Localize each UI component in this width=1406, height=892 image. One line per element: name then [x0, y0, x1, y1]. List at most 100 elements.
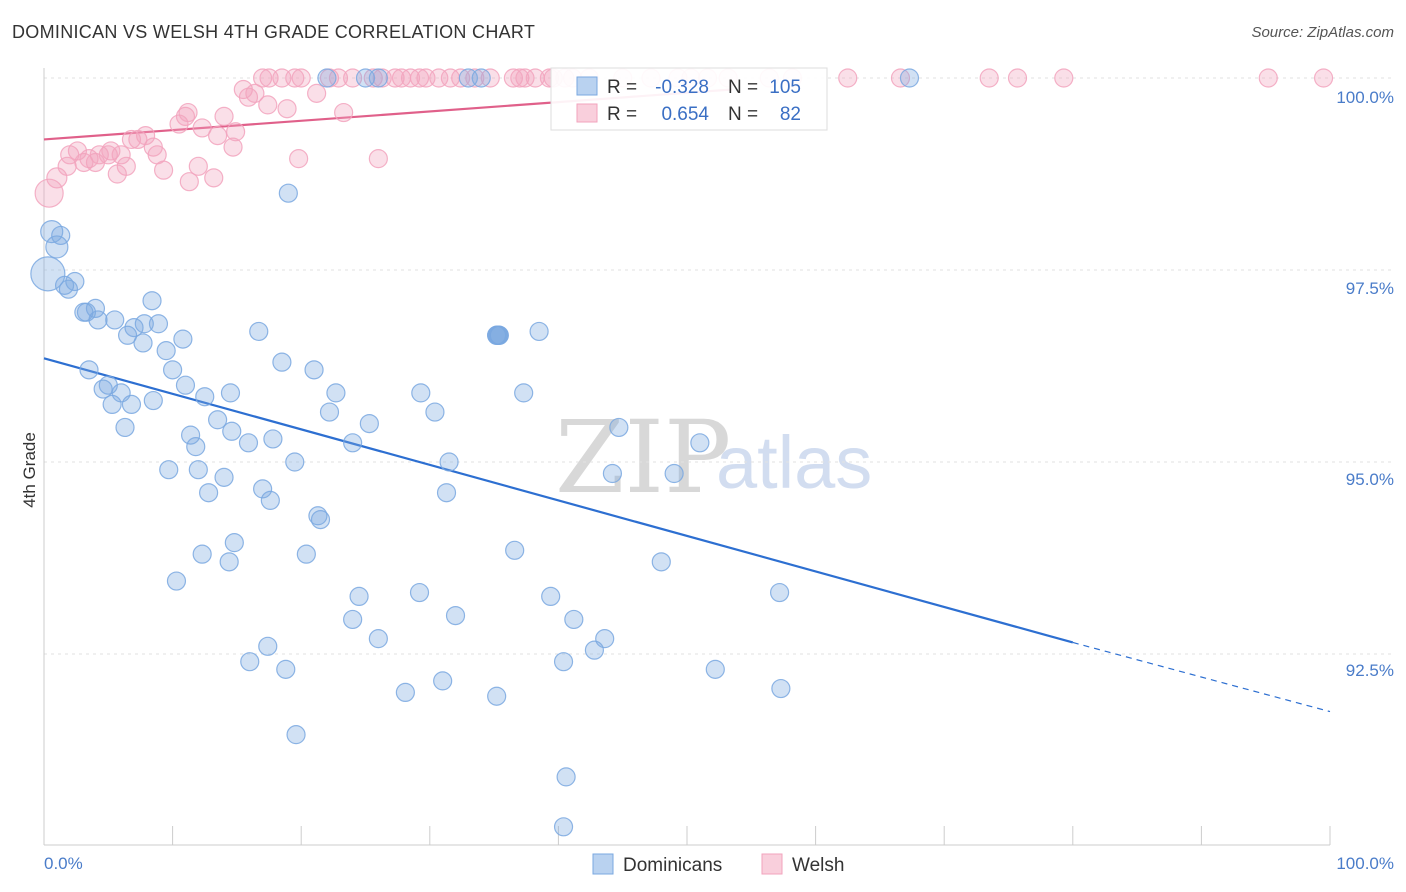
y-tick-label-100: 100.0% — [1336, 88, 1394, 107]
point-dominicans — [355, 68, 376, 88]
trend-line-dominicans-extension — [1072, 641, 1331, 713]
point-dominicans — [556, 767, 576, 787]
point-dominicans — [304, 360, 324, 380]
point-dominicans — [436, 483, 457, 503]
point-dominicans — [133, 333, 153, 353]
point-welsh — [46, 167, 68, 189]
point-dominicans — [278, 183, 298, 203]
point-dominicans — [214, 467, 234, 487]
point-dominicans — [296, 544, 316, 564]
point-dominicans — [156, 341, 176, 361]
point-welsh — [204, 168, 224, 188]
point-welsh — [289, 149, 309, 169]
point-welsh — [465, 68, 485, 88]
point-welsh — [153, 160, 174, 180]
stats-swatch-welsh — [576, 103, 598, 123]
point-dominicans — [199, 483, 219, 503]
point-dominicans — [349, 586, 369, 607]
point-dominicans — [54, 275, 75, 295]
point-dominicans — [272, 352, 292, 372]
point-welsh — [291, 68, 311, 88]
point-welsh — [409, 68, 430, 88]
watermark: ZIP atlas — [555, 399, 872, 516]
stats-r-value-welsh: 0.654 — [661, 104, 709, 125]
point-welsh — [1313, 68, 1334, 88]
point-welsh — [277, 99, 297, 119]
point-welsh — [253, 68, 273, 88]
point-dominicans — [58, 279, 79, 299]
point-dominicans — [602, 463, 623, 484]
point-dominicans — [285, 452, 305, 472]
point-dominicans — [489, 325, 509, 345]
point-dominicans — [409, 582, 430, 603]
point-dominicans — [359, 414, 379, 434]
point-welsh — [245, 83, 265, 103]
legend-label-dominicans: Dominicans — [623, 855, 722, 876]
point-dominicans — [651, 552, 671, 572]
point-welsh — [178, 102, 198, 123]
point-dominicans — [195, 387, 215, 407]
legend-swatch-dominicans — [592, 853, 614, 875]
point-dominicans — [65, 271, 85, 292]
point-dominicans — [163, 360, 183, 380]
point-dominicans — [121, 394, 142, 414]
point-dominicans — [541, 586, 561, 607]
point-welsh — [74, 152, 94, 173]
point-dominicans — [705, 659, 725, 679]
point-dominicans — [173, 329, 193, 349]
point-welsh — [226, 122, 246, 142]
point-dominicans — [439, 452, 459, 472]
point-dominicans — [487, 686, 507, 706]
legend-swatch-welsh — [761, 853, 783, 875]
point-welsh — [116, 156, 136, 176]
point-welsh — [285, 68, 305, 88]
point-welsh — [979, 68, 999, 88]
point-welsh — [429, 68, 449, 88]
stats-n-label-welsh: N = — [728, 104, 758, 125]
watermark-zip: ZIP — [555, 399, 731, 516]
point-dominicans — [105, 310, 125, 330]
y-axis-title: 4th Grade — [20, 432, 39, 508]
point-dominicans — [45, 235, 69, 259]
point-dominicans — [529, 321, 549, 342]
stats-n-value-dominicans: 105 — [769, 77, 801, 98]
point-dominicans — [166, 571, 187, 591]
point-welsh — [111, 145, 131, 165]
point-dominicans — [553, 652, 574, 672]
chart-title: DOMINICAN VS WELSH 4TH GRADE CORRELATION… — [12, 22, 536, 42]
point-dominicans — [142, 291, 162, 311]
stats-n-label-dominicans: N = — [728, 77, 758, 98]
point-welsh — [510, 68, 530, 88]
point-dominicans — [240, 652, 260, 672]
point-dominicans — [181, 425, 201, 445]
y-tick-label-97-5: 97.5% — [1346, 279, 1394, 298]
point-dominicans — [175, 375, 196, 395]
point-welsh — [34, 178, 64, 208]
point-welsh — [307, 83, 327, 103]
stats-swatch-dominicans — [576, 76, 598, 96]
point-welsh — [192, 118, 212, 138]
point-dominicans — [51, 225, 71, 246]
point-dominicans — [505, 540, 525, 560]
point-welsh — [208, 126, 228, 146]
point-welsh — [1258, 68, 1278, 88]
point-welsh — [1007, 68, 1028, 88]
point-welsh — [368, 149, 388, 169]
stats-r-label-dominicans: R = — [607, 77, 637, 98]
point-dominicans — [276, 659, 296, 679]
point-welsh — [188, 156, 208, 176]
point-dominicans — [326, 383, 346, 403]
point-welsh — [334, 102, 354, 123]
point-welsh — [223, 137, 243, 157]
point-dominicans — [395, 682, 415, 703]
point-dominicans — [343, 609, 363, 630]
point-dominicans — [186, 437, 206, 457]
x-tick-label-min: 0.0% — [44, 854, 83, 873]
point-dominicans — [899, 68, 920, 88]
point-dominicans — [664, 463, 684, 484]
point-welsh — [214, 106, 234, 127]
point-dominicans — [220, 383, 241, 403]
point-dominicans — [310, 509, 331, 530]
point-dominicans — [238, 433, 259, 453]
point-welsh — [503, 68, 523, 88]
